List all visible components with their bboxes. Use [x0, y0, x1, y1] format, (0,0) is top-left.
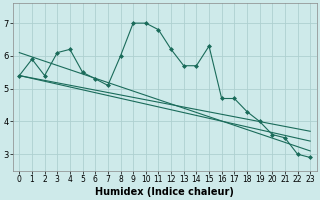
X-axis label: Humidex (Indice chaleur): Humidex (Indice chaleur) — [95, 187, 234, 197]
